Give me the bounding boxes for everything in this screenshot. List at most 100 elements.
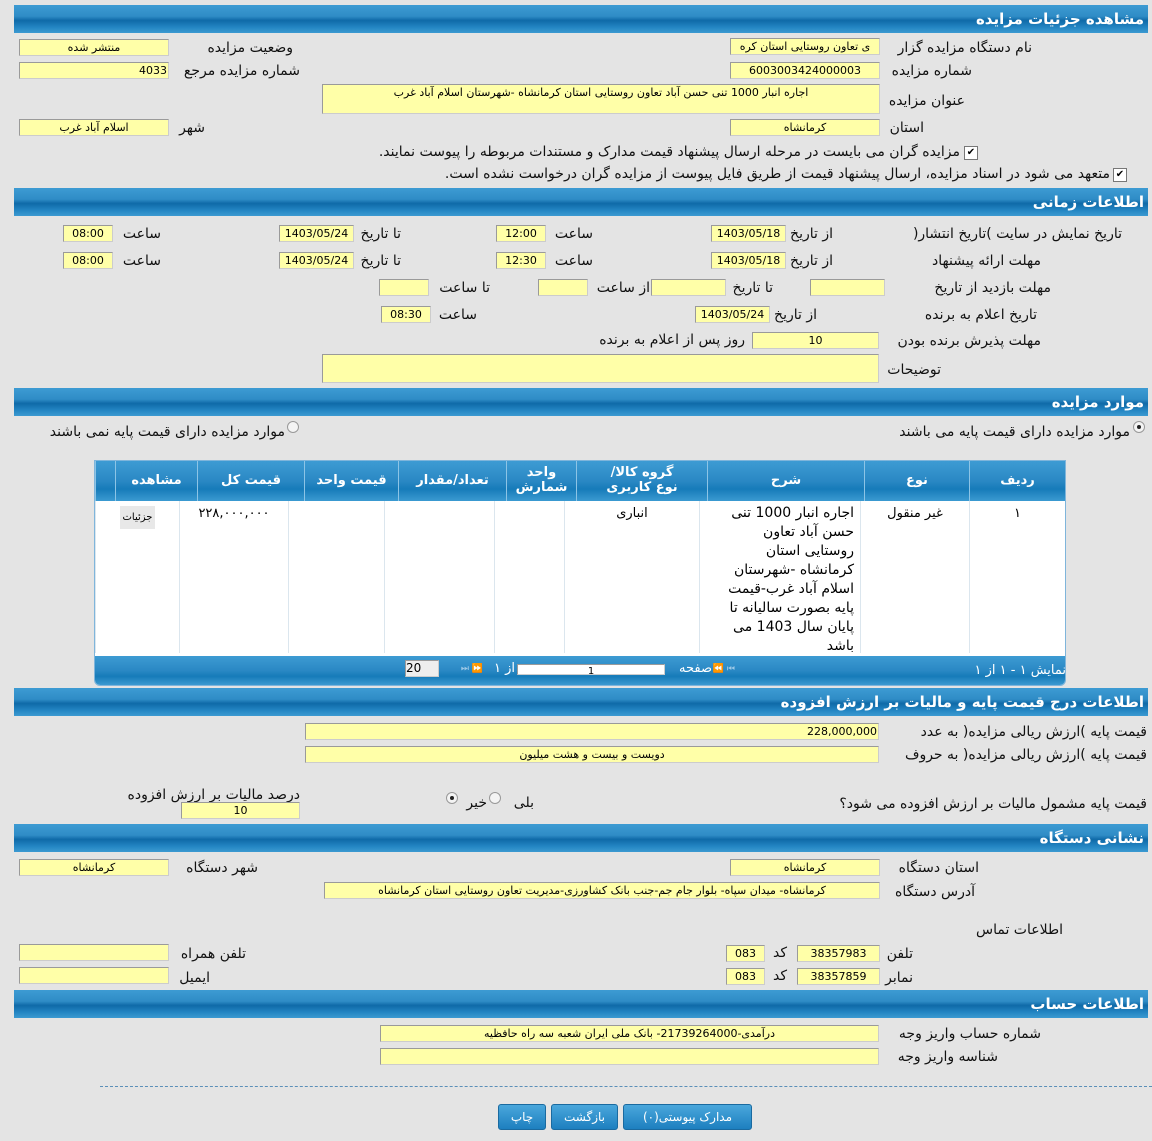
section-header-account: اطلاعات حساب — [14, 990, 1148, 1018]
fax-code-label: کد — [772, 968, 787, 984]
accept-label: مهلت پذیرش برنده بودن — [897, 333, 1042, 349]
page-size-field[interactable]: 20 — [405, 660, 439, 677]
province-field[interactable]: کرمانشاه — [730, 119, 880, 136]
visit-to-time[interactable] — [379, 279, 429, 296]
cell-unit — [494, 501, 564, 653]
org-city-label: شهر دستگاه — [186, 860, 258, 876]
announce-date[interactable]: 1403/05/24 — [695, 306, 770, 323]
org-address-field[interactable]: کرمانشاه- میدان سپاه- بلوار جام جم-جنب ب… — [324, 882, 880, 899]
attachments-button[interactable]: مدارک پیوستی(۰) — [623, 1104, 752, 1130]
org-province-label: استان دستگاه — [898, 860, 979, 876]
attach-docs-checkbox[interactable]: ✔ — [964, 146, 978, 160]
col-header-unit-price[interactable]: قیمت واحد — [304, 461, 398, 501]
announce-time[interactable]: 08:30 — [381, 306, 431, 323]
vat-question: قیمت پایه مشمول مالیات بر ارزش افزوده می… — [839, 796, 1147, 812]
fax-label: نمابر — [885, 970, 913, 986]
col-header-row[interactable]: ردیف — [969, 461, 1065, 501]
account-number-field[interactable]: درآمدی-21739264000- بانک ملی ایران شعبه … — [380, 1025, 879, 1042]
cell-total: ٢٢٨,٠٠٠,٠٠٠ — [179, 501, 288, 653]
grid-pager: نمایش ١ - ١ از ١ ⏮ ⏪ صفحه 1 از ١ ⏩ ⏭ 20 — [95, 656, 1065, 685]
accept-suffix: روز پس از اعلام به برنده — [599, 332, 745, 348]
col-header-qty[interactable]: تعداد/مقدار — [398, 461, 506, 501]
first-last-page-icons[interactable]: ⏮ ⏪ — [712, 664, 735, 674]
col-header-desc[interactable]: شرح — [707, 461, 864, 501]
email-field[interactable] — [19, 967, 169, 984]
price-number-label: قیمت پایه )ارزش ریالی مزایده( به عدد — [920, 724, 1147, 740]
from-date-label: از تاریخ — [774, 307, 817, 323]
offer-to-date[interactable]: 1403/05/24 — [279, 252, 354, 269]
section-title: مشاهده جزئیات مزایده — [975, 10, 1144, 28]
visit-to-time-label: تا ساعت — [439, 280, 490, 296]
items-grid: ردیف نوع شرح گروه کالا/نوع کاربری واحد ش… — [94, 460, 1066, 686]
col-header-view[interactable]: مشاهده — [115, 461, 197, 501]
section-header-items: موارد مزایده — [14, 388, 1148, 416]
email-label: ایمیل — [179, 970, 210, 986]
offer-from-time[interactable]: 12:30 — [496, 252, 546, 269]
city-label: شهر — [179, 120, 205, 136]
notes-label: توضیحات — [887, 362, 941, 378]
price-number-field[interactable]: 228,000,000 — [305, 723, 879, 740]
section-header-details: مشاهده جزئیات مزایده — [14, 5, 1148, 33]
ref-field[interactable]: 4033 — [19, 62, 169, 79]
print-button[interactable]: چاپ — [498, 1104, 546, 1130]
no-file-offer-text: متعهد می شود در اسناد مزایده، ارسال پیشن… — [444, 166, 1110, 182]
org-province-field[interactable]: کرمانشاه — [730, 859, 880, 876]
cell-group: انباری — [564, 501, 699, 653]
phone-code-field[interactable]: 083 — [726, 945, 765, 962]
payment-id-field[interactable] — [380, 1048, 879, 1065]
city-field[interactable]: اسلام آباد غرب — [19, 119, 169, 136]
publish-to-date[interactable]: 1403/05/24 — [279, 225, 354, 242]
prev-next-page-icons[interactable]: ⏩ ⏭ — [460, 664, 483, 674]
announce-label: تاریخ اعلام به برنده — [924, 307, 1037, 323]
status-label: وضعیت مزایده — [207, 40, 293, 56]
org-field[interactable]: ی تعاون روستایی استان کره — [730, 38, 880, 55]
offer-to-time[interactable]: 08:00 — [63, 252, 113, 269]
publish-from-date[interactable]: 1403/05/18 — [711, 225, 786, 242]
publish-from-time[interactable]: 12:00 — [496, 225, 546, 242]
offer-from-date[interactable]: 1403/05/18 — [711, 252, 786, 269]
has-base-price-label: موارد مزایده دارای قیمت پایه می باشند — [899, 424, 1130, 440]
page-label: صفحه — [679, 661, 712, 676]
section-header-time: اطلاعات زمانی — [14, 188, 1148, 216]
org-address-label: آدرس دستگاه — [895, 884, 975, 900]
fax-field[interactable]: 38357859 — [797, 968, 880, 985]
no-file-offer-checkbox[interactable]: ✔ — [1113, 168, 1127, 182]
col-header-unit[interactable]: واحد شمارش — [506, 461, 576, 501]
section-title: اطلاعات زمانی — [1032, 193, 1144, 211]
vat-no-radio[interactable] — [446, 792, 458, 804]
accept-days-field[interactable]: 10 — [752, 332, 879, 349]
section-title: اطلاعات درج قیمت پایه و مالیات بر ارزش ا… — [780, 693, 1144, 711]
ref-label: شماره مزایده مرجع — [183, 63, 300, 79]
status-field[interactable]: منتشر شده — [19, 39, 169, 56]
hour-label: ساعت — [122, 226, 161, 242]
visit-from-date[interactable] — [810, 279, 885, 296]
title-label: عنوان مزایده — [888, 93, 965, 109]
visit-from-time[interactable] — [538, 279, 588, 296]
vat-yes-radio[interactable] — [489, 792, 501, 804]
page-input[interactable]: 1 — [517, 664, 665, 675]
col-header-total[interactable]: قیمت کل — [197, 461, 304, 501]
title-field[interactable]: اجاره انبار 1000 تنی حسن آباد تعاون روست… — [322, 84, 880, 114]
visit-label: مهلت بازدید از تاریخ — [934, 280, 1051, 296]
mobile-field[interactable] — [19, 944, 169, 961]
visit-to-date[interactable] — [651, 279, 726, 296]
col-header-group[interactable]: گروه کالا/نوع کاربری — [576, 461, 707, 501]
vat-percent-field[interactable]: 10 — [181, 802, 300, 819]
price-words-field[interactable]: دویست و بیست و هشت میلیون — [305, 746, 879, 763]
price-words-label: قیمت پایه )ارزش ریالی مزایده( به حروف — [904, 747, 1147, 763]
publish-to-time[interactable]: 08:00 — [63, 225, 113, 242]
number-field[interactable]: 6003003424000003 — [730, 62, 880, 79]
number-label: شماره مزایده — [891, 63, 972, 79]
has-base-price-radio[interactable] — [1133, 421, 1145, 433]
back-button[interactable]: بازگشت — [551, 1104, 618, 1130]
divider — [100, 1086, 1152, 1087]
cell-type: غیر منقول — [860, 501, 969, 653]
no-base-price-radio[interactable] — [287, 421, 299, 433]
details-button[interactable]: جزئیات — [119, 506, 156, 529]
phone-field[interactable]: 38357983 — [797, 945, 880, 962]
col-header-type[interactable]: نوع — [864, 461, 969, 501]
fax-code-field[interactable]: 083 — [726, 968, 765, 985]
org-city-field[interactable]: کرمانشاه — [19, 859, 169, 876]
notes-field[interactable] — [322, 354, 879, 383]
